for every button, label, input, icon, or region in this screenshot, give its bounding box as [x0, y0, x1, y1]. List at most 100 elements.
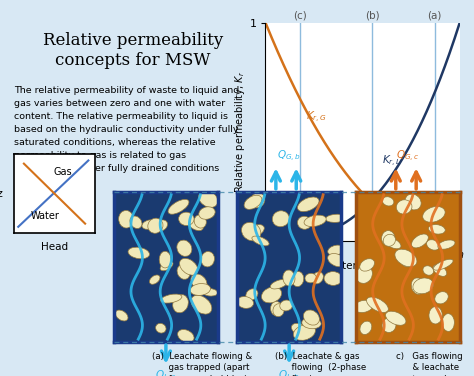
Ellipse shape	[423, 206, 445, 222]
Ellipse shape	[302, 318, 321, 329]
Ellipse shape	[246, 289, 258, 300]
Ellipse shape	[241, 223, 261, 241]
Ellipse shape	[429, 306, 442, 324]
Text: (b)  Leachate & gas
      flowing  (2-phase
      flow): (b) Leachate & gas flowing (2-phase flow…	[275, 352, 366, 376]
Text: (a)  Leachate flowing &
      gas trapped (apart
      from any bubbles): (a) Leachate flowing & gas trapped (apar…	[152, 352, 252, 376]
Text: (c): (c)	[293, 11, 307, 20]
Ellipse shape	[178, 329, 194, 343]
Ellipse shape	[385, 311, 406, 325]
Ellipse shape	[360, 321, 372, 335]
Ellipse shape	[202, 288, 218, 296]
Ellipse shape	[160, 261, 173, 271]
Text: z: z	[0, 189, 3, 199]
Ellipse shape	[433, 265, 447, 276]
Ellipse shape	[396, 200, 412, 214]
Ellipse shape	[262, 287, 282, 303]
Ellipse shape	[280, 300, 292, 311]
Ellipse shape	[168, 199, 189, 214]
Ellipse shape	[298, 197, 319, 212]
Ellipse shape	[428, 224, 445, 234]
Ellipse shape	[271, 302, 282, 316]
Ellipse shape	[187, 218, 203, 230]
Ellipse shape	[128, 247, 149, 259]
Ellipse shape	[423, 266, 434, 275]
Ellipse shape	[305, 273, 317, 283]
Ellipse shape	[402, 256, 414, 267]
Ellipse shape	[413, 278, 433, 294]
Ellipse shape	[304, 215, 326, 227]
Ellipse shape	[149, 275, 160, 284]
Ellipse shape	[366, 297, 388, 312]
Ellipse shape	[118, 211, 134, 228]
Text: $Q_{L,a}$: $Q_{L,a}$	[155, 369, 177, 376]
Ellipse shape	[199, 191, 218, 208]
Ellipse shape	[292, 271, 304, 287]
Ellipse shape	[433, 259, 453, 270]
Text: c)   Gas flowing
      & leachate
      trapped: c) Gas flowing & leachate trapped	[396, 352, 463, 376]
Ellipse shape	[283, 270, 295, 286]
Text: (a): (a)	[428, 11, 442, 20]
Text: $Q_{G,b}$: $Q_{G,b}$	[277, 149, 301, 164]
Ellipse shape	[354, 300, 373, 312]
Ellipse shape	[161, 294, 182, 303]
Ellipse shape	[384, 237, 401, 249]
Ellipse shape	[247, 224, 264, 237]
Text: Relative permeability
concepts for MSW: Relative permeability concepts for MSW	[43, 32, 223, 69]
Ellipse shape	[383, 197, 394, 206]
Text: $K_{r,L}$: $K_{r,L}$	[382, 154, 401, 169]
Ellipse shape	[442, 314, 455, 331]
Ellipse shape	[382, 230, 395, 246]
Ellipse shape	[383, 234, 395, 246]
Ellipse shape	[252, 236, 269, 246]
Ellipse shape	[199, 207, 215, 219]
Text: Head: Head	[41, 243, 68, 252]
Ellipse shape	[250, 193, 265, 208]
Ellipse shape	[191, 274, 207, 290]
Ellipse shape	[177, 265, 190, 279]
Text: The relative permeability of waste to liquid and
gas varies between zero and one: The relative permeability of waste to li…	[14, 86, 240, 173]
Y-axis label: Relative permeability, $K_r$: Relative permeability, $K_r$	[233, 71, 246, 193]
Text: (b): (b)	[365, 11, 380, 20]
Ellipse shape	[155, 323, 166, 333]
Ellipse shape	[148, 218, 163, 233]
Ellipse shape	[177, 240, 192, 256]
Ellipse shape	[326, 214, 346, 222]
Ellipse shape	[191, 295, 212, 314]
Ellipse shape	[356, 266, 373, 284]
Ellipse shape	[395, 249, 417, 267]
Ellipse shape	[405, 194, 421, 210]
Ellipse shape	[159, 251, 171, 268]
Ellipse shape	[130, 216, 142, 229]
Text: $K_{r,G}$: $K_{r,G}$	[306, 111, 327, 126]
Ellipse shape	[438, 240, 455, 249]
Ellipse shape	[427, 240, 439, 250]
Ellipse shape	[293, 324, 315, 340]
Text: Water: Water	[30, 211, 59, 221]
Ellipse shape	[142, 220, 156, 229]
Ellipse shape	[115, 310, 128, 321]
Ellipse shape	[382, 318, 396, 332]
Text: Gas: Gas	[53, 167, 72, 176]
X-axis label: Water content: Water content	[326, 261, 400, 271]
Ellipse shape	[328, 245, 344, 255]
Ellipse shape	[312, 272, 323, 284]
Ellipse shape	[237, 297, 254, 308]
Ellipse shape	[273, 304, 284, 317]
Ellipse shape	[360, 259, 374, 271]
Ellipse shape	[201, 252, 214, 267]
Ellipse shape	[190, 284, 210, 296]
Ellipse shape	[292, 323, 308, 335]
Ellipse shape	[411, 234, 428, 248]
Ellipse shape	[155, 220, 167, 231]
Ellipse shape	[328, 253, 346, 267]
Ellipse shape	[324, 271, 342, 285]
Ellipse shape	[297, 216, 311, 229]
Ellipse shape	[179, 212, 194, 226]
Ellipse shape	[272, 211, 289, 227]
Ellipse shape	[244, 195, 262, 209]
Ellipse shape	[173, 294, 188, 313]
Text: $Q_{G,c}$: $Q_{G,c}$	[396, 149, 419, 164]
Ellipse shape	[303, 310, 319, 325]
Ellipse shape	[180, 258, 198, 275]
Ellipse shape	[194, 215, 206, 228]
